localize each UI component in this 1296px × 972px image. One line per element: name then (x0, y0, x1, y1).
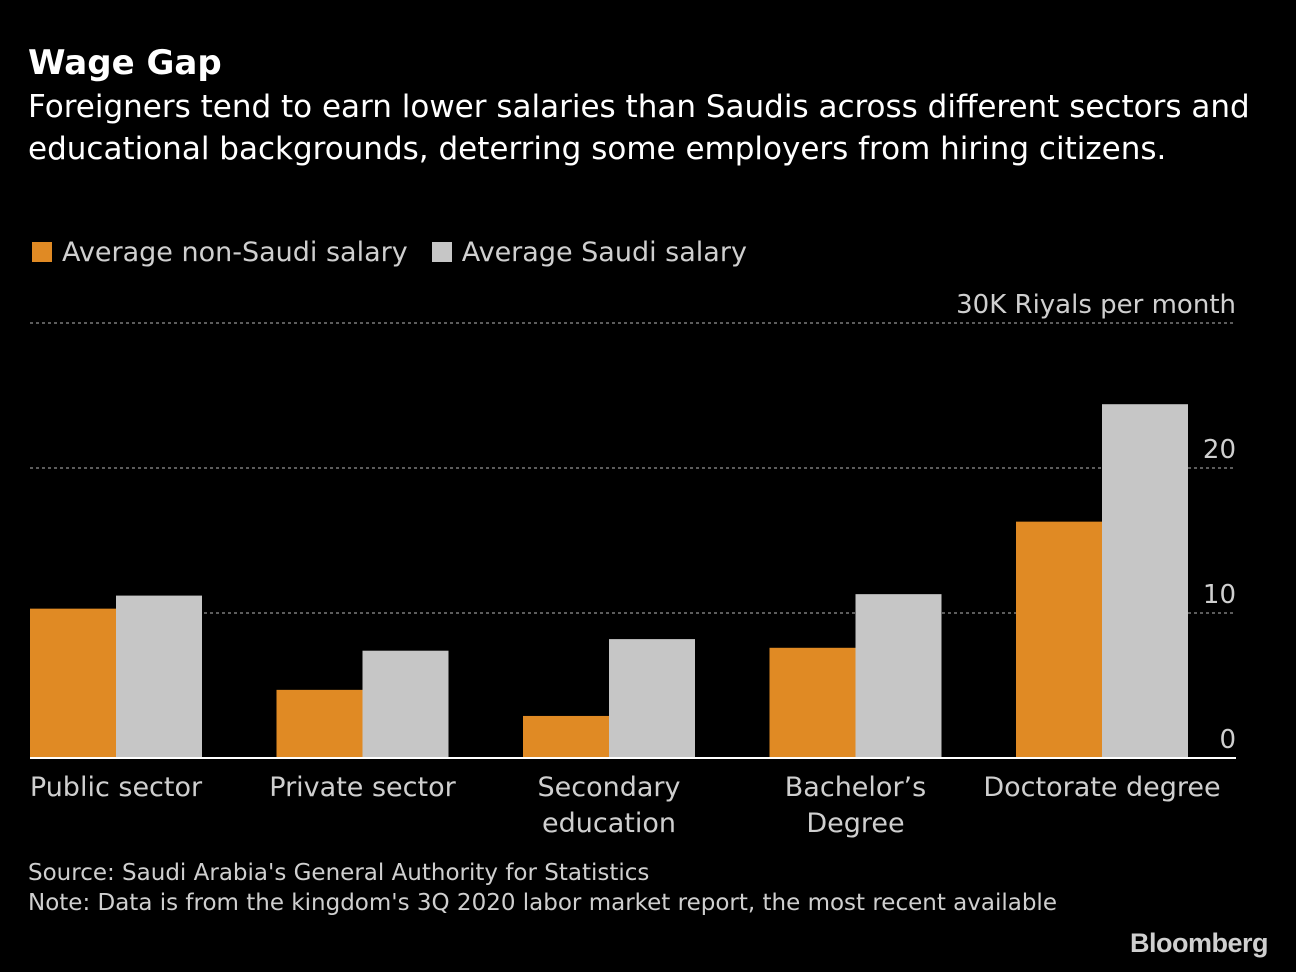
x-tick-label: Secondary education (538, 772, 681, 839)
bar-non-saudi (276, 689, 363, 758)
bar-non-saudi (30, 608, 116, 758)
chart-subtitle: Foreigners tend to earn lower salaries t… (28, 89, 1250, 167)
legend: Average non-Saudi salary Average Saudi s… (32, 234, 771, 270)
footer: Source: Saudi Arabia's General Authority… (28, 858, 1078, 918)
legend-item-saudi: Average Saudi salary (431, 236, 747, 268)
legend-item-non-saudi: Average non-Saudi salary (32, 237, 408, 268)
bloomberg-logo: Bloomberg (1129, 928, 1269, 958)
y-tick-label: 20 (1203, 435, 1236, 465)
legend-swatch-saudi (431, 242, 452, 262)
x-tick-label: Bachelor’s Degree (785, 772, 926, 839)
y-tick-label: 0 (1219, 725, 1236, 755)
y-tick-label: 30K Riyals per month (956, 290, 1236, 320)
bar-non-saudi (1016, 521, 1102, 758)
chart-title: Wage Gap (28, 43, 222, 83)
bar-non-saudi (769, 647, 856, 758)
x-tick-label: Public sector (30, 772, 203, 803)
bar-saudi (1102, 404, 1188, 758)
legend-label-non-saudi: Average non-Saudi salary (62, 236, 408, 268)
legend-label-saudi: Average Saudi salary (461, 236, 747, 268)
data-note: Note: Data is from the kingdom's 3Q 2020… (28, 890, 1057, 916)
bar-saudi (855, 594, 942, 758)
bar-saudi (609, 639, 695, 758)
source-note: Source: Saudi Arabia's General Authority… (28, 860, 650, 886)
y-tick-label: 10 (1203, 580, 1236, 610)
bar-non-saudi (523, 715, 609, 758)
bar-saudi (362, 650, 449, 758)
legend-swatch-non-saudi (32, 242, 52, 262)
bar-saudi (116, 595, 202, 758)
x-tick-label: Doctorate degree (983, 772, 1220, 803)
x-tick-label: Private sector (269, 772, 456, 803)
